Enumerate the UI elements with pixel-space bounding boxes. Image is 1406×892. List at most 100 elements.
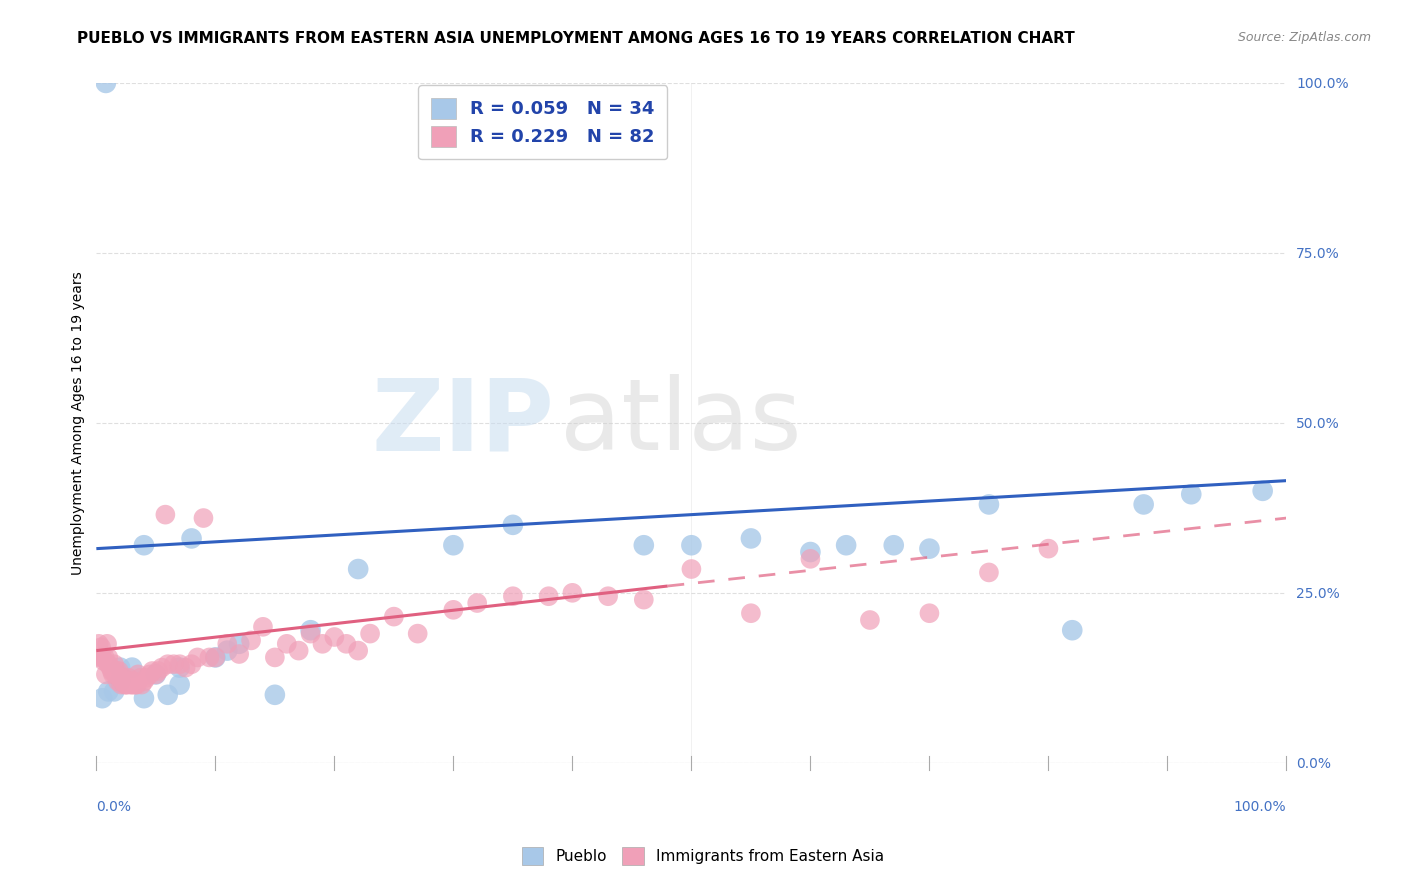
Point xyxy=(122,674,145,689)
Point xyxy=(101,664,124,678)
Point xyxy=(87,637,110,651)
Point xyxy=(406,626,429,640)
Point xyxy=(121,660,143,674)
Point xyxy=(169,657,191,672)
Point xyxy=(90,640,112,655)
Point xyxy=(347,643,370,657)
Point xyxy=(115,677,138,691)
Point xyxy=(94,667,117,681)
Point xyxy=(180,532,202,546)
Point xyxy=(114,677,136,691)
Point xyxy=(883,538,905,552)
Point xyxy=(124,677,146,691)
Legend: R = 0.059   N = 34, R = 0.229   N = 82: R = 0.059 N = 34, R = 0.229 N = 82 xyxy=(418,85,668,160)
Point xyxy=(94,76,117,90)
Point xyxy=(135,671,157,685)
Point xyxy=(633,538,655,552)
Point xyxy=(108,664,131,678)
Point xyxy=(263,688,285,702)
Text: 0.0%: 0.0% xyxy=(97,800,131,814)
Point xyxy=(91,691,114,706)
Point xyxy=(93,654,115,668)
Legend: Pueblo, Immigrants from Eastern Asia: Pueblo, Immigrants from Eastern Asia xyxy=(516,841,890,871)
Point xyxy=(740,532,762,546)
Point xyxy=(1062,624,1084,638)
Point xyxy=(104,667,127,681)
Text: PUEBLO VS IMMIGRANTS FROM EASTERN ASIA UNEMPLOYMENT AMONG AGES 16 TO 19 YEARS CO: PUEBLO VS IMMIGRANTS FROM EASTERN ASIA U… xyxy=(77,31,1076,46)
Point xyxy=(108,660,131,674)
Point xyxy=(287,643,309,657)
Point xyxy=(103,657,125,672)
Point xyxy=(311,637,333,651)
Point xyxy=(633,592,655,607)
Point xyxy=(217,643,239,657)
Point xyxy=(263,650,285,665)
Point xyxy=(228,637,250,651)
Point xyxy=(96,637,118,651)
Point xyxy=(108,674,131,689)
Point xyxy=(156,688,179,702)
Point xyxy=(97,650,120,665)
Point xyxy=(145,667,167,681)
Point xyxy=(323,630,346,644)
Point xyxy=(121,677,143,691)
Y-axis label: Unemployment Among Ages 16 to 19 years: Unemployment Among Ages 16 to 19 years xyxy=(72,271,86,574)
Point xyxy=(180,657,202,672)
Point xyxy=(125,677,148,691)
Point xyxy=(382,609,405,624)
Point xyxy=(101,667,124,681)
Point xyxy=(117,677,139,691)
Point xyxy=(799,545,821,559)
Point xyxy=(1180,487,1202,501)
Point xyxy=(977,566,1000,580)
Point xyxy=(169,660,191,674)
Point xyxy=(156,657,179,672)
Point xyxy=(198,650,221,665)
Point xyxy=(441,538,464,552)
Point xyxy=(163,657,186,672)
Point xyxy=(835,538,858,552)
Point xyxy=(107,674,129,689)
Point xyxy=(299,624,322,638)
Point xyxy=(681,562,703,576)
Point xyxy=(145,667,167,681)
Point xyxy=(561,586,583,600)
Text: Source: ZipAtlas.com: Source: ZipAtlas.com xyxy=(1237,31,1371,45)
Point xyxy=(359,626,381,640)
Point xyxy=(150,660,173,674)
Point xyxy=(127,667,149,681)
Text: ZIP: ZIP xyxy=(371,375,554,471)
Point xyxy=(110,677,132,691)
Point xyxy=(918,541,941,556)
Point xyxy=(537,589,560,603)
Point xyxy=(91,650,114,665)
Point xyxy=(799,551,821,566)
Point xyxy=(252,620,274,634)
Point xyxy=(89,650,111,665)
Point xyxy=(441,603,464,617)
Point xyxy=(740,606,762,620)
Point xyxy=(97,657,120,672)
Point xyxy=(335,637,357,651)
Point xyxy=(299,626,322,640)
Point xyxy=(139,667,162,681)
Point xyxy=(240,633,263,648)
Point xyxy=(132,674,155,689)
Point xyxy=(228,647,250,661)
Point xyxy=(120,677,142,691)
Point xyxy=(598,589,620,603)
Point xyxy=(204,650,226,665)
Point xyxy=(105,664,128,678)
Point xyxy=(132,538,155,552)
Point xyxy=(112,671,135,685)
Point xyxy=(141,664,163,678)
Point xyxy=(977,498,1000,512)
Point xyxy=(1132,498,1154,512)
Point xyxy=(100,660,122,674)
Point xyxy=(347,562,370,576)
Point xyxy=(1038,541,1060,556)
Point xyxy=(129,671,152,685)
Point xyxy=(169,677,191,691)
Point xyxy=(204,650,226,665)
Point xyxy=(276,637,298,651)
